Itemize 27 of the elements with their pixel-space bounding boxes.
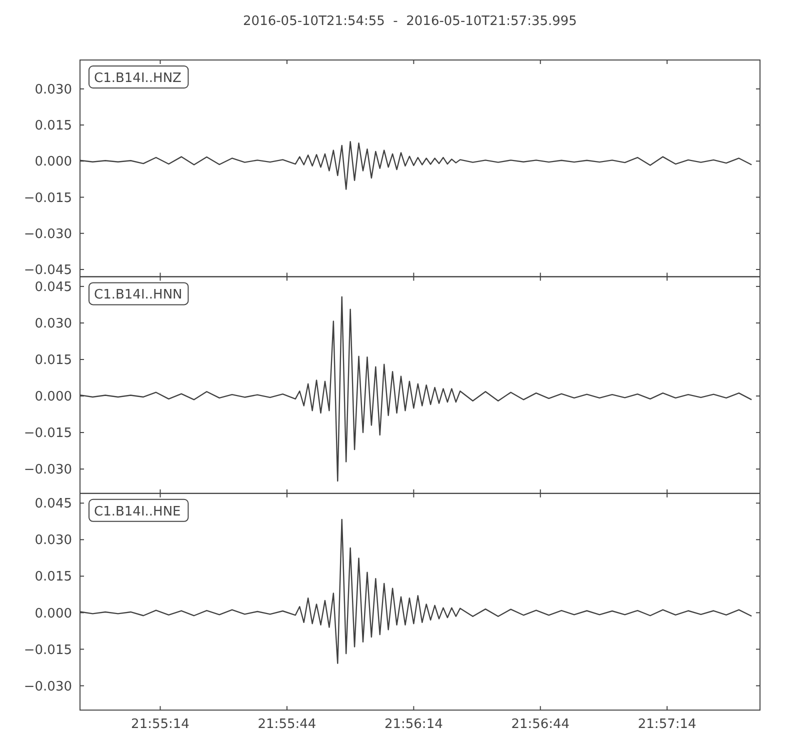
y-tick-label: −0.030 — [24, 462, 72, 478]
y-tick-label: 0.030 — [34, 316, 72, 332]
y-tick-label: 0.015 — [34, 118, 72, 134]
y-tick-label: 0.030 — [34, 82, 72, 98]
y-tick-label: 0.000 — [34, 390, 72, 405]
annotation: C1.B14I..HNN — [94, 288, 182, 303]
y-tick-label: 0.000 — [34, 606, 72, 622]
y-tick-label: −0.030 — [24, 226, 72, 242]
x-tick-label: 21:55:14 — [131, 717, 190, 732]
y-tick-label: 0.045 — [34, 280, 72, 295]
y-tick-label: 0.045 — [34, 496, 72, 512]
y-tick-label: −0.015 — [24, 642, 72, 658]
y-tick-label: 0.030 — [34, 533, 72, 548]
chart-title: 2016-05-10T21:54:55 - 2016-05-10T21:57:35.995 — [243, 14, 577, 29]
x-tick-label: 21:55:44 — [258, 717, 316, 732]
y-tick-label: 0.015 — [34, 570, 72, 585]
y-tick-label: −0.030 — [24, 679, 72, 694]
x-tick-label: 21:56:14 — [384, 717, 443, 732]
y-tick-label: 0.015 — [34, 353, 72, 368]
x-tick-label: 21:57:14 — [638, 717, 696, 732]
y-tick-label: 0.000 — [34, 154, 72, 170]
annotation: C1.B14I..HNZ — [94, 71, 182, 86]
annotation: C1.B14I..HNE — [94, 504, 181, 520]
x-tick-label: 21:56:44 — [511, 717, 570, 732]
y-tick-label: −0.015 — [24, 426, 72, 442]
y-tick-label: −0.015 — [24, 190, 72, 206]
y-tick-label: −0.045 — [24, 263, 72, 278]
